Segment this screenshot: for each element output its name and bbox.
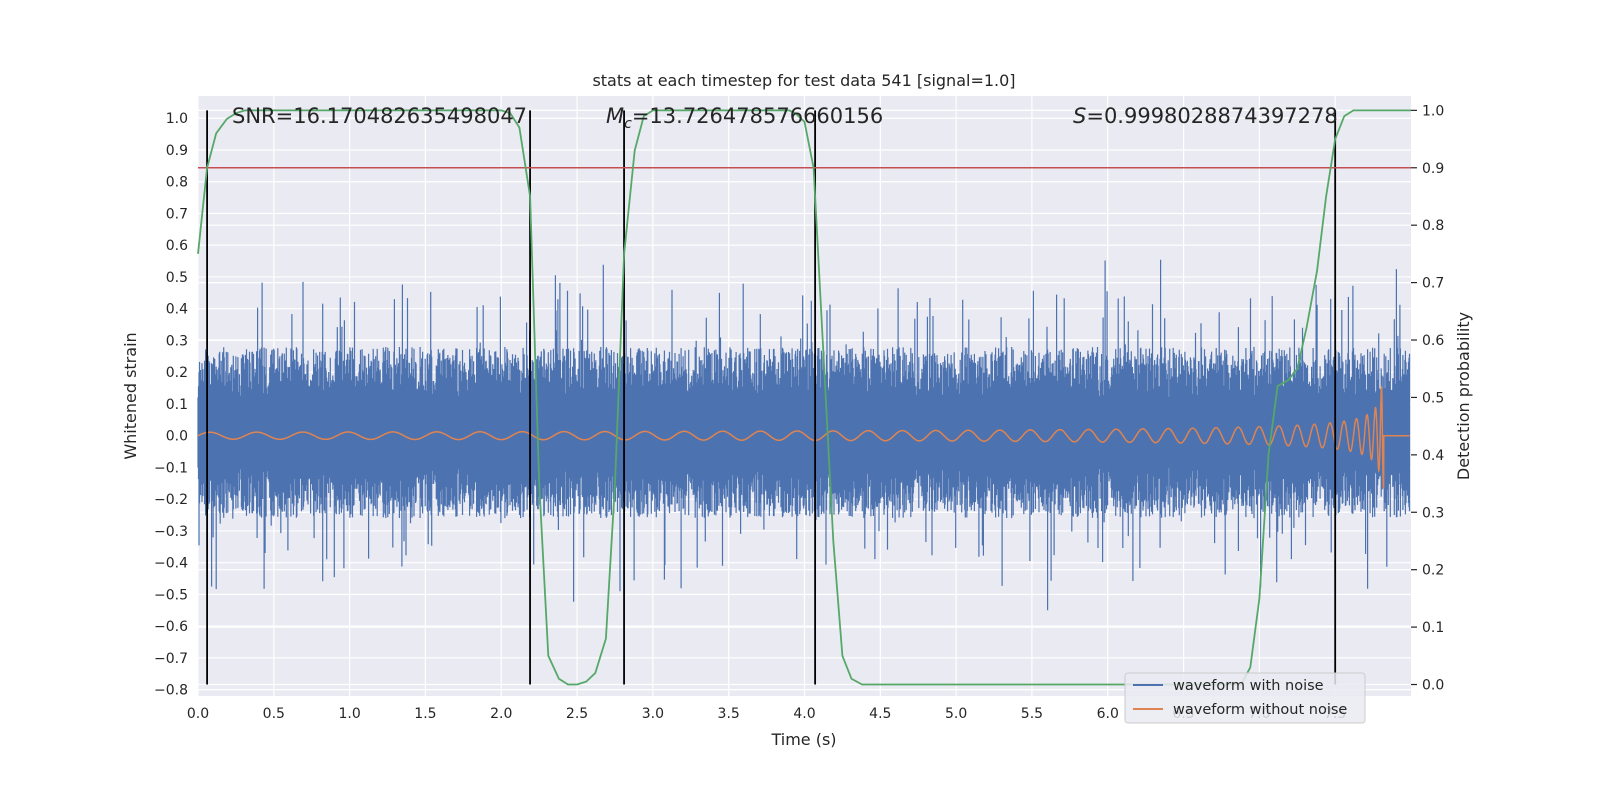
x-tick-label: 4.5 xyxy=(869,706,891,722)
clean-waveform-line xyxy=(197,384,1410,489)
y-axis-label: Whitened strain xyxy=(121,332,140,459)
legend-label-clean: waveform without noise xyxy=(1173,702,1347,718)
y-tick-label: 0.4 xyxy=(166,302,188,318)
y-tick-label: −0.3 xyxy=(154,524,188,540)
x-tick-label: 0.5 xyxy=(263,706,285,722)
x-tick-label: 2.5 xyxy=(566,706,588,722)
y2-tick-label: 0.7 xyxy=(1422,276,1444,292)
y-tick-label: −0.1 xyxy=(154,460,188,476)
chirp-mass-subscript: c xyxy=(624,116,632,132)
x-tick-label: 1.5 xyxy=(414,706,436,722)
y2-tick-label: 0.5 xyxy=(1422,390,1444,406)
x-tick-label: 0.0 xyxy=(187,706,209,722)
x-tick-label: 3.5 xyxy=(718,706,740,722)
x-tick-label: 2.0 xyxy=(490,706,512,722)
x-tick-label: 5.5 xyxy=(1021,706,1043,722)
legend-box xyxy=(1124,672,1366,724)
chirp-mass-annotation: Mc=13.726478576660156 xyxy=(606,104,883,132)
y2-tick-label: 0.8 xyxy=(1422,218,1444,234)
y2-tick-label: 0.4 xyxy=(1422,448,1444,464)
y-tick-label: 0.3 xyxy=(166,333,188,349)
clean-waveform-group xyxy=(197,384,1410,489)
y-tick-label: −0.2 xyxy=(154,492,188,508)
y2-tick-label: 0.6 xyxy=(1422,333,1444,349)
y-tick-label: 0.2 xyxy=(166,365,188,381)
y2-axis-label: Detection probability xyxy=(1454,312,1473,480)
y-tick-label: 0.8 xyxy=(166,175,188,191)
y-tick-label: −0.6 xyxy=(154,619,188,635)
y2-tick-label: 0.1 xyxy=(1422,620,1444,636)
x-tick-label: 6.0 xyxy=(1097,706,1119,722)
y-tick-label: −0.4 xyxy=(154,556,188,572)
x-tick-label: 5.0 xyxy=(945,706,967,722)
y2-ticks: 0.0 0.1 0.2 0.3 0.4 0.5 0.6 0.7 0.8 0.9 1.0 xyxy=(1411,103,1444,694)
legend: waveform with noise waveform without noi… xyxy=(1124,672,1366,724)
y2-tick-label: 0.0 xyxy=(1422,678,1444,694)
y2-tick-label: 0.9 xyxy=(1422,161,1444,177)
y-tick-label: −0.8 xyxy=(154,683,188,699)
chirp-mass-value: =13.726478576660156 xyxy=(632,104,883,128)
y-tick-label: 0.5 xyxy=(166,270,188,286)
y-tick-label: −0.5 xyxy=(154,587,188,603)
legend-label-noise: waveform with noise xyxy=(1173,678,1324,694)
score-value: =0.9998028874397278 xyxy=(1086,104,1337,128)
score-annotation: S=0.9998028874397278 xyxy=(1073,104,1338,128)
y-tick-label: 0.1 xyxy=(166,397,188,413)
y-tick-label: 0.9 xyxy=(166,143,188,159)
detection-probability-group xyxy=(197,109,1411,686)
y-tick-label: −0.7 xyxy=(154,651,188,667)
detection-probability-line xyxy=(197,109,1411,686)
snr-annotation: SNR=16.170482635498047 xyxy=(232,104,527,128)
y-ticks: −0.8 −0.7 −0.6 −0.5 −0.4 −0.3 −0.2 −0.1 0.0 0.1 0.… xyxy=(154,111,188,698)
y-tick-label: 1.0 xyxy=(166,111,188,127)
y-tick-label: 0.7 xyxy=(166,206,188,222)
y-tick-label: 0.6 xyxy=(166,238,188,254)
x-axis-label: Time (s) xyxy=(770,730,836,749)
y2-tick-label: 0.2 xyxy=(1422,563,1444,579)
x-tick-label: 1.0 xyxy=(338,706,360,722)
y2-tick-label: 0.3 xyxy=(1422,505,1444,521)
score-symbol: S xyxy=(1073,104,1086,128)
y-tick-label: 0.0 xyxy=(166,429,188,445)
chirp-mass-symbol: M xyxy=(606,104,624,128)
chart-title: stats at each timestep for test data 541… xyxy=(592,71,1015,90)
x-tick-label: 3.0 xyxy=(642,706,664,722)
y2-tick-label: 1.0 xyxy=(1422,103,1444,119)
x-tick-label: 4.0 xyxy=(793,706,815,722)
